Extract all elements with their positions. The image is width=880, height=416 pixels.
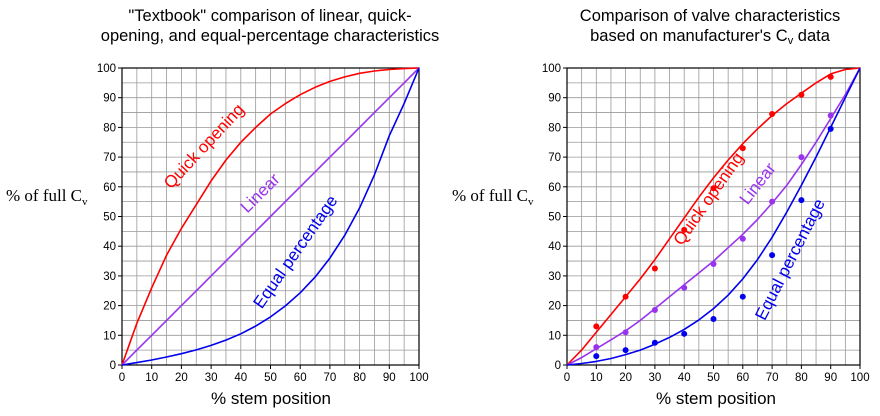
left-label-quick-opening: Quick opening	[160, 100, 248, 192]
right-x-tick-label: 0	[564, 372, 570, 384]
right-series-quick-opening-point	[827, 73, 834, 80]
left-y-tick-label: 20	[103, 301, 116, 313]
left-y-tick-label: 60	[103, 182, 116, 194]
right-series-quick-opening-point	[681, 226, 688, 233]
right-chart-title-subscript: v	[787, 35, 794, 47]
right-series-quick-opening-point	[739, 145, 746, 152]
right-chart-title-line-2-main: based on manufacturer's C	[590, 27, 788, 45]
left-series-quick-opening-line	[121, 67, 420, 366]
right-y-tick-label: 20	[548, 301, 561, 313]
right-series-linear-point	[622, 329, 629, 336]
left-series-linear-line	[121, 67, 420, 366]
left-y-axis-label-subscript: v	[82, 196, 88, 208]
right-chart-title-line-1: Comparison of valve characteristics	[579, 7, 841, 25]
right-x-tick-label: 60	[736, 372, 749, 384]
left-x-tick-label: 0	[119, 372, 125, 384]
right-series-linear-point	[710, 261, 717, 268]
left-x-tick-label: 50	[264, 372, 277, 384]
left-x-tick-label: 30	[205, 372, 218, 384]
left-y-tick-label: 50	[103, 212, 116, 224]
right-series-quick-opening-point	[798, 91, 805, 98]
right-series-equal-percentage-point	[769, 252, 776, 259]
right-y-tick-label: 90	[548, 93, 561, 105]
left-label-equal-percentage: Equal percentage	[249, 192, 341, 312]
left-chart-title-line-2: opening, and equal-percentage characteri…	[100, 27, 440, 45]
left-y-axis-label-main: % of full C	[6, 186, 83, 205]
right-series-equal-percentage-point	[739, 293, 746, 300]
right-series-quick-opening-point	[710, 185, 717, 192]
right-y-tick-label: 60	[548, 182, 561, 194]
right-y-tick-label: 70	[548, 152, 561, 164]
right-y-tick-label: 40	[548, 241, 561, 253]
left-x-tick-label: 100	[409, 372, 428, 384]
right-x-tick-label: 100	[850, 372, 869, 384]
right-series-quick-opening-point	[651, 265, 658, 272]
right-x-tick-label: 90	[824, 372, 837, 384]
left-y-axis-label: % of full Cv	[6, 186, 88, 208]
right-series-quick-opening-point	[622, 293, 629, 300]
left-x-tick-label: 80	[353, 372, 366, 384]
left-y-tick-label: 10	[103, 330, 116, 342]
right-series-equal-percentage-point	[593, 353, 600, 360]
right-series-quick-opening-line	[566, 67, 861, 366]
left-series-equal-percentage-line	[121, 67, 420, 366]
left-x-tick-label: 20	[175, 372, 188, 384]
left-y-tick-label: 40	[103, 241, 116, 253]
right-series-equal-percentage-point	[681, 330, 688, 337]
left-x-tick-label: 90	[383, 372, 396, 384]
right-chart-title-line-2-end: data	[793, 27, 830, 45]
right-series-equal-percentage-line	[566, 67, 861, 366]
left-y-tick-label: 70	[103, 152, 116, 164]
left-y-tick-label: 100	[97, 63, 116, 75]
right-series-equal-percentage-point	[622, 347, 629, 354]
right-x-tick-label: 70	[766, 372, 779, 384]
right-series-quick-opening-point	[769, 111, 776, 118]
left-x-tick-label: 60	[294, 372, 307, 384]
right-y-axis-label: % of full Cv	[452, 186, 534, 208]
right-label-quick-opening: Quick opening	[670, 149, 748, 249]
right-x-tick-label: 20	[619, 372, 632, 384]
left-x-tick-label: 10	[145, 372, 158, 384]
right-x-tick-label: 10	[590, 372, 603, 384]
right-series-linear-point	[827, 112, 834, 119]
right-y-tick-label: 80	[548, 122, 561, 134]
right-x-tick-label: 80	[795, 372, 808, 384]
left-y-tick-label: 30	[103, 271, 116, 283]
right-x-tick-label: 50	[707, 372, 720, 384]
right-x-tick-label: 30	[649, 372, 662, 384]
right-series-quick-opening-point	[593, 323, 600, 330]
right-y-tick-label: 50	[548, 212, 561, 224]
left-chart-title: "Textbook" comparison of linear, quick- …	[60, 6, 480, 46]
right-y-tick-label: 30	[548, 271, 561, 283]
right-series-linear-point	[739, 235, 746, 242]
right-series-equal-percentage-point	[651, 339, 658, 346]
left-x-tick-label: 70	[324, 372, 337, 384]
right-chart-title: Comparison of valve characteristics base…	[500, 6, 880, 51]
left-y-tick-label: 0	[110, 360, 116, 372]
right-chart-title-line-2: based on manufacturer's Cv data	[500, 26, 880, 51]
right-y-axis-label-subscript: v	[528, 196, 534, 208]
right-series-equal-percentage-point	[827, 125, 834, 132]
right-label-equal-percentage: Equal percentage	[751, 196, 828, 323]
right-y-axis-label-main: % of full C	[452, 186, 529, 205]
right-series-linear-point	[651, 307, 658, 314]
right-x-axis-label: % stem position	[656, 389, 776, 408]
right-x-tick-label: 40	[678, 372, 691, 384]
right-series-equal-percentage-point	[798, 197, 805, 204]
right-y-tick-label: 100	[542, 63, 561, 75]
left-y-tick-label: 90	[103, 93, 116, 105]
right-series-linear-point	[769, 198, 776, 205]
right-y-tick-label: 0	[555, 360, 561, 372]
right-y-tick-label: 10	[548, 330, 561, 342]
right-series-linear-point	[681, 284, 688, 291]
left-y-tick-label: 80	[103, 122, 116, 134]
left-x-axis-label: % stem position	[211, 389, 331, 408]
right-series-linear-point	[798, 154, 805, 161]
left-x-tick-label: 40	[234, 372, 247, 384]
right-series-linear-point	[593, 344, 600, 351]
right-series-equal-percentage-point	[710, 315, 717, 322]
left-chart-title-line-1: "Textbook" comparison of linear, quick-	[128, 7, 412, 25]
